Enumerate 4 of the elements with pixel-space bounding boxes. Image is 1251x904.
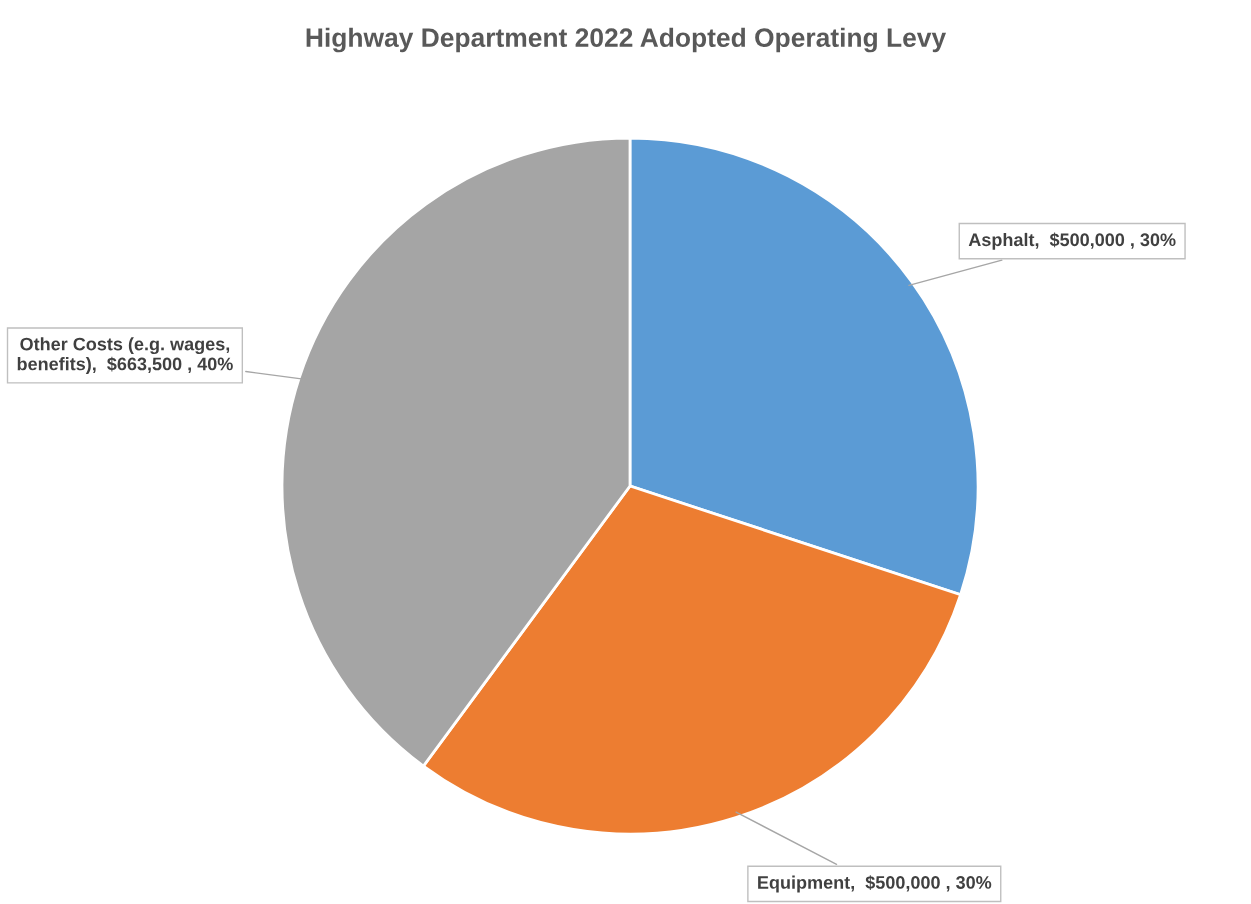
- chart-title: Highway Department 2022 Adopted Operating Levy: [306, 27, 947, 53]
- slice-label: Other Costs (e.g. wages, benefits), $663,500 , 40%: [17, 337, 233, 374]
- slice-label: Asphalt, $500,000 , 30%: [968, 232, 1176, 250]
- slice-label: Equipment, $500,000 , 30%: [758, 875, 992, 893]
